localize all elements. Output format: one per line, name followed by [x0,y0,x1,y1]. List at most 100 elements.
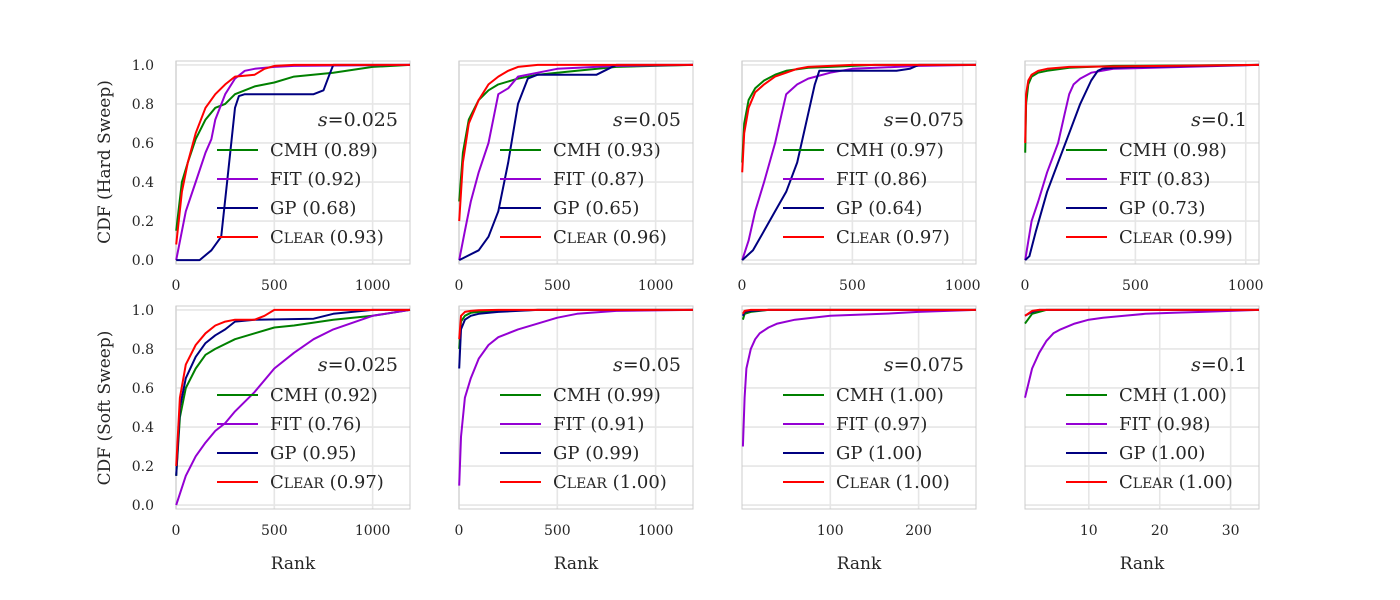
legend-label-gp: GP (0.95) [270,443,356,464]
panel-0-3: 0 500 1000 s=0.1 CMH (0.98) FIT (0.83) GP (0.7… [1021,60,1264,294]
series-line-fit [741,308,977,447]
x-tick-label: 20 [1151,523,1169,539]
row-label-soft-sweep: CDF (Soft Sweep) [95,331,115,486]
x-tick-label: 1000 [355,523,391,539]
x-tick-label: 1000 [638,278,674,294]
x-tick-label: 500 [261,278,288,294]
series-line-clear [458,63,693,222]
annotation: s=0.075 [884,354,964,376]
annotation: s=0.05 [613,354,681,376]
y-tick-label: 1.0 [132,58,154,74]
series-line-gp [458,63,693,261]
plot-frame [1024,60,1260,265]
x-tick-label: 0 [172,523,181,539]
series-line-fit [1024,63,1260,261]
plot-frame [458,60,694,265]
annotation: s=0.025 [318,109,398,131]
legend-label-cmh: CMH (0.97) [836,140,944,161]
x-tick-label: 0 [738,278,747,294]
series-line-fit [458,308,694,486]
panel-1-3: 10 20 30 s=0.1 CMH (1.00) FIT (0.98) GP (1.00)… [1024,305,1260,539]
legend-label-gp: GP (0.65) [553,198,639,219]
legend-label-clear: CLEAR (1.00) [836,472,950,493]
legend-label-gp: GP (0.99) [553,443,639,464]
legend-label-fit: FIT (0.83) [1119,169,1210,190]
y-tick-label: 1.0 [132,303,154,319]
legend: CMH (0.99) FIT (0.91) GP (0.99) CLEAR (1.00… [500,385,667,493]
series-line-fit [175,308,411,506]
series-line-gp [176,63,410,262]
legend-label-clear: CLEAR (0.96) [553,227,667,248]
annotation: s=0.1 [1191,354,1247,376]
panel-1-2: 100 200 s=0.075 CMH (1.00) FIT (0.97) GP (1.0… [741,305,977,539]
panel-0-0: 0.0 0.2 0.4 0.6 0.8 1.0 0 500 1000 s=0.025 CMH (0.… [132,58,411,294]
panel-1-1: 0 500 1000 s=0.05 CMH (0.99) FIT (0.91) GP (0.… [455,305,694,539]
series-line-clear [1024,308,1259,317]
legend-label-fit: FIT (0.91) [553,414,644,435]
legend-label-fit: FIT (0.92) [270,169,361,190]
series-line-gp [175,308,410,476]
series-line-clear [458,308,693,340]
x-tick-label: 0 [455,523,464,539]
x-tick-label: 200 [905,523,932,539]
x-tick-label: 0 [455,278,464,294]
y-tick-label: 0.2 [132,459,154,475]
y-tick-label: 0.6 [132,136,154,152]
xlabel-col-2: Rank [837,554,882,574]
legend-label-fit: FIT (0.97) [836,414,927,435]
xlabel-col-0: Rank [271,554,316,574]
annotation: s=0.025 [318,354,398,376]
legend-label-gp: GP (1.00) [1119,443,1205,464]
legend-label-clear: CLEAR (0.99) [1119,227,1233,248]
row-label-hard-sweep: CDF (Hard Sweep) [95,80,115,244]
plot-frame [741,305,977,510]
legend-label-gp: GP (0.64) [836,198,922,219]
xlabel-col-3: Rank [1120,554,1165,574]
x-tick-label: 500 [1122,278,1149,294]
series-line-fit [458,63,694,261]
legend-label-fit: FIT (0.86) [836,169,927,190]
legend-label-gp: GP (1.00) [836,443,922,464]
legend: CMH (0.89) FIT (0.92) GP (0.68) CLEAR (0.93… [217,140,384,248]
legend: CMH (0.97) FIT (0.86) GP (0.64) CLEAR (0.97… [783,140,950,248]
y-tick-label: 0.2 [132,214,154,230]
legend-label-clear: CLEAR (1.00) [553,472,667,493]
legend-label-cmh: CMH (0.89) [270,140,378,161]
series-line-clear [175,308,410,467]
series-line-clear [175,63,410,245]
x-tick-label: 500 [544,523,571,539]
legend-label-cmh: CMH (0.98) [1119,140,1227,161]
panel-0-2: 0 500 1000 s=0.075 CMH (0.97) FIT (0.86) GP (0… [738,60,981,294]
x-tick-label: 1000 [355,278,391,294]
annotation: s=0.05 [613,109,681,131]
y-tick-label: 0.8 [132,342,154,358]
y-tick-label: 0.0 [132,253,154,269]
legend: CMH (0.93) FIT (0.87) GP (0.65) CLEAR (0.96… [500,140,667,248]
xlabel-col-1: Rank [554,554,599,574]
x-tick-label: 100 [817,523,844,539]
y-tick-label: 0.8 [132,97,154,113]
legend: CMH (1.00) FIT (0.98) GP (1.00) CLEAR (1.00… [1066,385,1233,493]
legend-label-cmh: CMH (1.00) [1119,385,1227,406]
x-tick-label: 0 [1021,278,1030,294]
plot-frame [175,60,411,265]
series-line-clear [741,63,976,173]
legend-label-gp: GP (0.73) [1119,198,1205,219]
legend-label-cmh: CMH (1.00) [836,385,944,406]
legend-label-clear: CLEAR (0.93) [270,227,384,248]
x-tick-label: 10 [1080,523,1098,539]
legend-label-clear: CLEAR (0.97) [270,472,384,493]
y-tick-label: 0.4 [132,420,154,436]
series-line-clear [1024,63,1260,144]
series-line-clear [742,308,976,315]
series-line-fit [1024,308,1260,398]
panel-0-1: 0 500 1000 s=0.05 CMH (0.93) FIT (0.87) GP (0.… [455,60,694,294]
plot-frame [458,305,694,510]
legend: CMH (0.98) FIT (0.83) GP (0.73) CLEAR (0.99… [1066,140,1233,248]
series-line-gp [1024,63,1260,261]
x-tick-label: 1000 [945,278,981,294]
legend-label-clear: CLEAR (0.97) [836,227,950,248]
y-tick-label: 0.4 [132,175,154,191]
y-tick-label: 0.0 [132,498,154,514]
